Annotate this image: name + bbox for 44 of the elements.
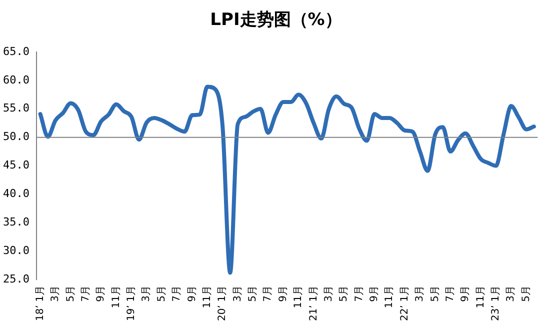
x-tick-label: 9月 <box>96 286 107 302</box>
chart-title: LPI走势图（%） <box>209 9 343 31</box>
y-tick-label: 35.0 <box>2 216 30 229</box>
x-tick-label: 22’ 1月 <box>399 286 410 322</box>
x-tick-label: 7月 <box>354 286 365 302</box>
x-tick-label: 21’ 1月 <box>308 286 320 322</box>
x-tick-label: 9月 <box>460 286 472 302</box>
x-tick-label: 20’ 1月 <box>217 286 228 322</box>
y-tick-label: 45.0 <box>2 158 30 172</box>
x-tick-label: 7月 <box>80 286 92 302</box>
x-tick-label: 19’ 1月 <box>126 286 138 322</box>
x-tick-label: 11月 <box>202 286 213 308</box>
x-tick-label: 9月 <box>186 286 198 302</box>
x-tick-label: 9月 <box>278 286 289 302</box>
x-tick-label: 3月 <box>323 286 334 302</box>
x-tick-label: 5月 <box>520 286 532 302</box>
x-tick-label: 5月 <box>338 286 350 302</box>
x-tick-label: 9月 <box>369 286 380 302</box>
y-tick-label: 50.0 <box>2 130 30 144</box>
y-tick-label: 55.0 <box>2 102 30 115</box>
x-tick-label: 18’ 1月 <box>34 286 46 322</box>
x-tick-label: 5月 <box>430 286 441 302</box>
x-tick-label: 3月 <box>141 286 152 302</box>
x-tick-label: 11月 <box>293 286 304 308</box>
x-tick-label: 3月 <box>506 286 517 302</box>
x-tick-label: 11月 <box>110 286 122 308</box>
x-tick-label: 5月 <box>65 286 76 302</box>
x-tick-label: 3月 <box>50 286 62 302</box>
x-tick-label: 5月 <box>156 286 168 302</box>
x-tick-label: 3月 <box>414 286 426 302</box>
x-tick-label: 3月 <box>232 286 244 302</box>
y-tick-label: 40.0 <box>2 187 30 200</box>
y-tick-label: 60.0 <box>2 73 30 86</box>
x-tick-label: 7月 <box>262 286 274 302</box>
x-tick-label: 7月 <box>172 286 183 302</box>
y-tick-label: 30.0 <box>2 244 30 257</box>
y-tick-label: 25.0 <box>2 272 30 286</box>
x-tick-label: 7月 <box>444 286 456 302</box>
line-series <box>38 84 536 275</box>
x-tick-label: 5月 <box>248 286 259 302</box>
x-tick-label: 11月 <box>475 286 486 308</box>
x-tick-label: 11月 <box>384 286 396 308</box>
x-tick-label: 23’ 1月 <box>490 286 502 322</box>
y-tick-label: 65.0 <box>2 44 30 58</box>
